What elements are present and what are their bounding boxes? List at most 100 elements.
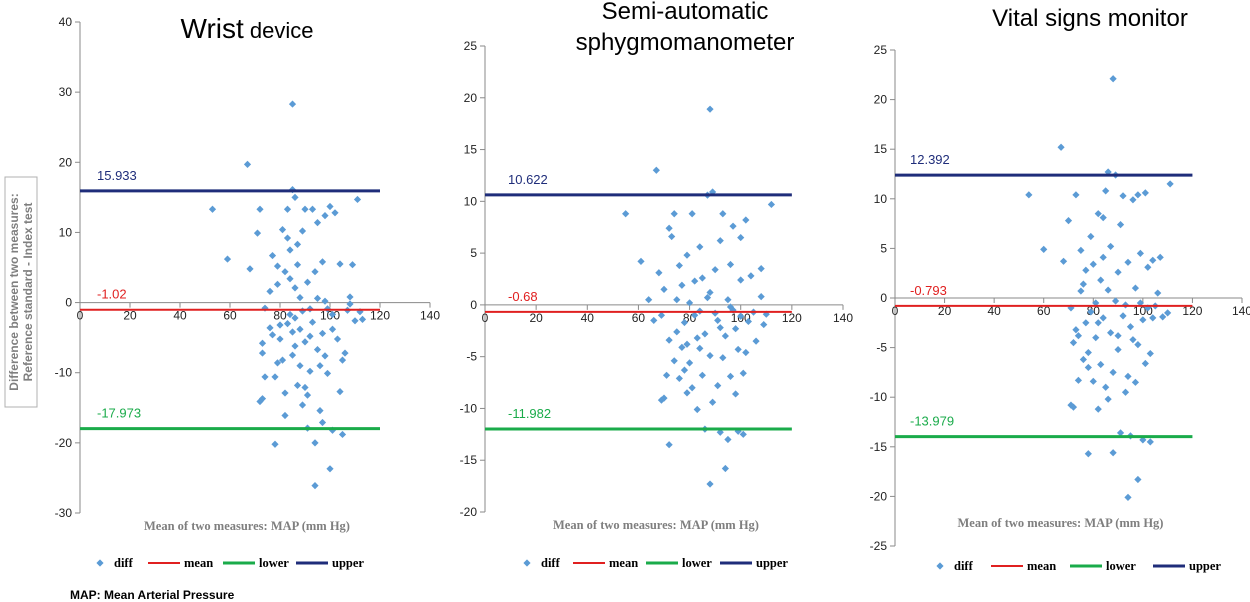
diff-point xyxy=(708,398,717,406)
diff-point xyxy=(1099,253,1107,261)
legend-diff-label: diff xyxy=(541,556,561,570)
diff-point xyxy=(313,219,322,227)
diff-point xyxy=(321,352,329,360)
diff-point xyxy=(732,390,740,398)
diff-point xyxy=(1134,475,1142,484)
diff-point xyxy=(1109,75,1117,83)
diff-point xyxy=(326,202,334,211)
diff-point xyxy=(1144,263,1152,271)
diff-point xyxy=(348,261,357,269)
x-tick-label: 60 xyxy=(223,309,237,323)
diff-point xyxy=(273,280,282,288)
diff-point xyxy=(303,391,312,399)
x-tick-label: 20 xyxy=(938,304,952,318)
diff-point xyxy=(208,205,217,213)
y-tick-label: 10 xyxy=(464,194,478,208)
diff-point xyxy=(1116,429,1125,437)
diff-point xyxy=(1104,395,1112,403)
diff-point xyxy=(323,369,332,378)
diff-point xyxy=(281,389,289,397)
diff-point xyxy=(268,251,277,260)
diff-point xyxy=(1139,436,1147,444)
diff-point xyxy=(286,310,294,319)
diff-point xyxy=(1131,378,1140,386)
y-tick-label: 15 xyxy=(464,143,478,157)
legend-lower-label: lower xyxy=(1106,559,1136,573)
y-tick-label: -20 xyxy=(460,505,478,519)
diff-point xyxy=(276,335,284,343)
diff-point xyxy=(737,233,745,242)
diff-point xyxy=(1025,191,1033,199)
mean-value-label: -1.02 xyxy=(97,287,127,302)
diff-point xyxy=(1114,268,1122,276)
diff-point xyxy=(1084,450,1092,458)
diff-point xyxy=(271,373,279,381)
diff-point xyxy=(318,418,327,427)
diff-point xyxy=(1154,289,1162,297)
diff-point xyxy=(1119,192,1127,200)
diff-point xyxy=(253,229,262,237)
diff-point xyxy=(223,255,232,263)
diff-point xyxy=(744,317,752,326)
diff-point xyxy=(1114,345,1122,354)
y-tick-label: 20 xyxy=(874,93,888,107)
diff-point xyxy=(278,226,287,234)
diff-point xyxy=(1087,308,1095,316)
x-tick-label: 60 xyxy=(632,311,646,325)
diff-point xyxy=(273,262,282,270)
y-axis-title-box xyxy=(4,176,38,408)
diff-point xyxy=(1109,449,1117,457)
diff-point xyxy=(1074,332,1083,340)
diff-point xyxy=(288,100,297,108)
x-axis-title: Mean of two measures: MAP (mm Hg) xyxy=(958,516,1164,530)
y-tick-label: -10 xyxy=(460,401,478,415)
diff-point xyxy=(1114,332,1122,340)
diff-point xyxy=(341,349,349,357)
diff-point xyxy=(298,401,307,409)
diff-point xyxy=(742,216,750,224)
chart-title-line2: sphygmomanometer xyxy=(576,29,795,56)
diff-point xyxy=(1109,368,1117,376)
x-tick-label: 140 xyxy=(1232,304,1250,318)
diff-point xyxy=(256,205,264,213)
diff-point xyxy=(1164,309,1172,317)
diff-point xyxy=(1107,329,1115,337)
diff-point xyxy=(311,268,319,276)
diff-point xyxy=(657,311,666,319)
diff-point xyxy=(1156,253,1164,261)
diff-point xyxy=(1094,405,1102,413)
y-axis-title-line2: Reference standard - Index test xyxy=(21,203,35,382)
diff-point xyxy=(737,312,745,320)
diff-point xyxy=(706,288,714,297)
y-tick-label: 0 xyxy=(880,291,887,305)
diff-point xyxy=(288,328,297,336)
y-tick-label: 40 xyxy=(59,15,73,29)
diff-point xyxy=(1149,314,1157,322)
diff-point xyxy=(283,320,292,328)
diff-point xyxy=(665,224,673,232)
y-tick-label: -30 xyxy=(55,506,73,520)
diff-point xyxy=(301,205,309,213)
diff-point xyxy=(757,265,765,273)
diff-point xyxy=(622,210,630,218)
y-tick-label: -15 xyxy=(460,453,478,467)
diff-point xyxy=(286,275,294,283)
mean-value-label: -0.68 xyxy=(508,289,538,304)
diff-point xyxy=(333,335,342,343)
diff-point xyxy=(338,430,347,439)
diff-point xyxy=(283,234,292,242)
x-tick-label: 20 xyxy=(529,311,543,325)
diff-point xyxy=(1089,377,1097,385)
diff-point xyxy=(1084,348,1092,357)
diff-point xyxy=(719,354,727,362)
diff-point xyxy=(655,269,663,277)
y-tick-label: 20 xyxy=(464,91,478,105)
diff-point xyxy=(1134,341,1142,349)
diff-point xyxy=(291,193,299,201)
diff-point xyxy=(1136,249,1144,257)
diff-point xyxy=(665,441,673,449)
diff-point xyxy=(688,384,696,392)
diff-point xyxy=(760,320,768,329)
diff-point xyxy=(346,300,354,308)
